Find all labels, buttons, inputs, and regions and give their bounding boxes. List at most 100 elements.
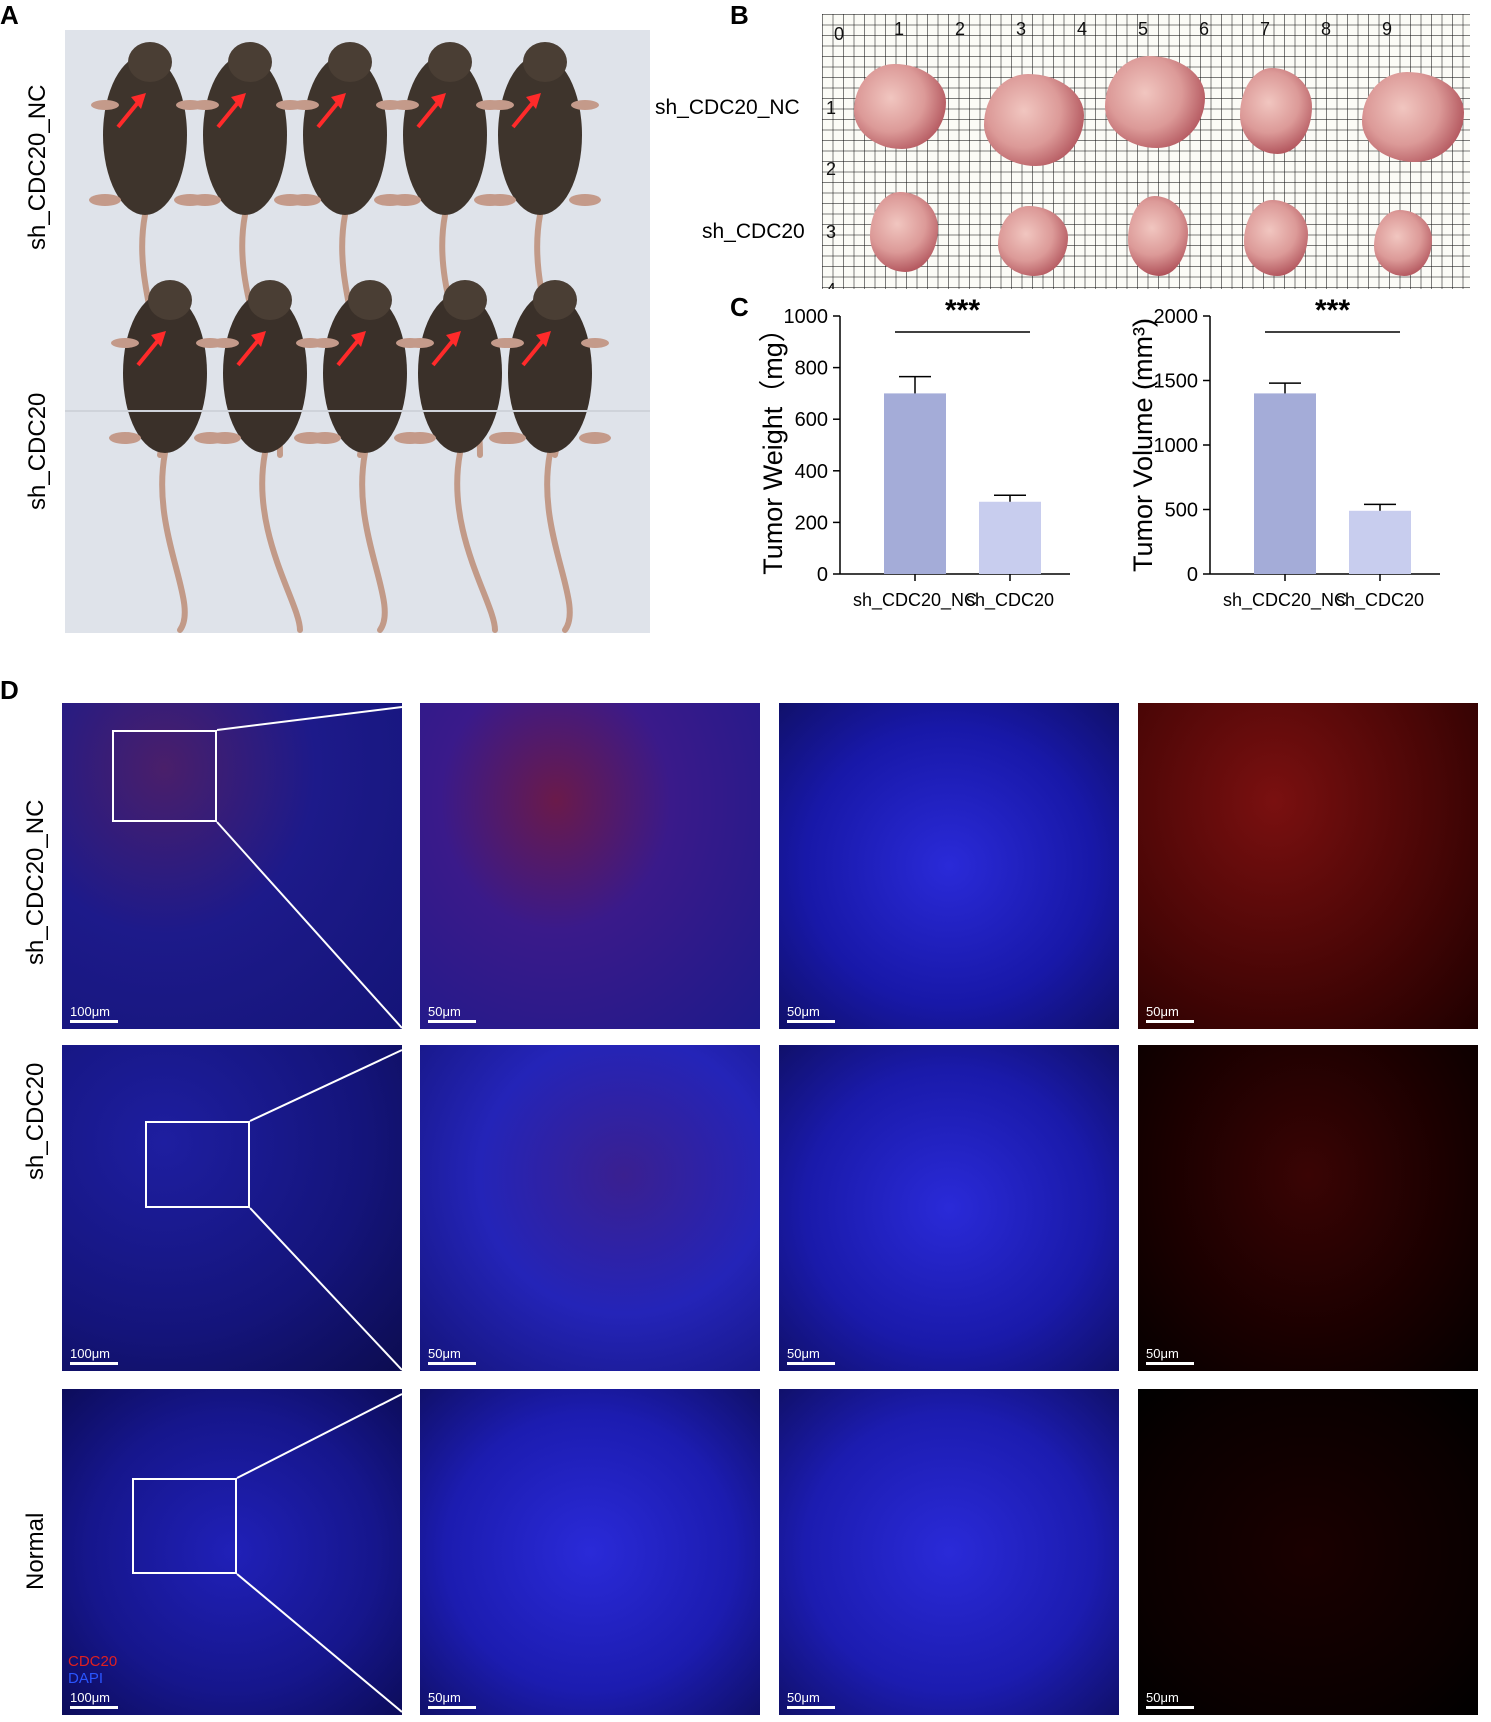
red-arrow-icon: [116, 98, 142, 129]
red-arrow-icon: [316, 98, 342, 129]
y-tick-label: 0: [817, 564, 828, 586]
scale-bar-label: 50μm: [428, 1346, 461, 1361]
ruler-top-1: 1: [894, 19, 905, 39]
panel-a-row-label-nc: sh_CDC20_NC: [24, 84, 51, 250]
x-tick-label: sh_CDC20_NC: [1223, 590, 1347, 611]
scale-bar: 50μm: [428, 1346, 476, 1365]
ruler-top-3: 3: [1016, 19, 1027, 39]
ruler-top-4: 4: [1077, 19, 1088, 39]
red-arrow-icon: [416, 98, 442, 129]
x-tick-label: sh_CDC20: [1336, 590, 1424, 611]
tumor-kd-1: [870, 192, 938, 272]
y-tick-label: 600: [795, 409, 828, 431]
micrograph-nc-merge-zoom: 50μm: [420, 703, 760, 1029]
tumor-kd-3: [1128, 196, 1188, 276]
panel-a-row-label-kd: sh_CDC20: [24, 392, 51, 510]
legend-cdc20: CDC20: [68, 1653, 118, 1670]
zoom-region-box-kd: [145, 1121, 250, 1208]
y-tick-label: 1000: [1154, 435, 1199, 457]
micrograph-nc-cdc20: 50μm: [1138, 703, 1478, 1029]
scale-bar-label: 100μm: [70, 1004, 111, 1019]
ruler-top-8: 8: [1321, 19, 1332, 39]
scale-bar: 50μm: [428, 1004, 476, 1023]
x-tick-label: sh_CDC20: [966, 590, 1054, 611]
scale-bar-label: 50μm: [787, 1690, 820, 1705]
micrograph-kd-dapi: 50μm: [779, 1045, 1119, 1371]
tumor-nc-2: [984, 74, 1084, 166]
scale-bar: 100μm: [70, 1346, 118, 1365]
micrograph-nc-dapi: 50μm: [779, 703, 1119, 1029]
significance-label: ***: [1315, 294, 1350, 327]
tumor-nc-1: [854, 64, 946, 149]
y-tick-label: 1000: [784, 306, 829, 328]
legend-dapi: DAPI: [68, 1670, 104, 1687]
y-tick-label: 200: [795, 512, 828, 534]
tumor-kd-2: [998, 206, 1068, 276]
mouse-photo: [65, 30, 650, 633]
scale-bar-label: 50μm: [1146, 1346, 1179, 1361]
mice-drawing: [89, 42, 611, 633]
y-tick-label: 1500: [1154, 371, 1199, 393]
red-arrow-icon: [336, 336, 362, 367]
zoom-region-box-nc: [112, 730, 217, 822]
micrograph-kd-merge-overview: 100μm: [62, 1045, 402, 1371]
scale-bar: 100μm: [70, 1004, 118, 1023]
scale-bar: 50μm: [787, 1004, 835, 1023]
mouse-2-1: [109, 280, 226, 633]
panel-d-row-label-kd: sh_CDC20: [22, 1062, 49, 1180]
scale-bar: 50μm: [787, 1346, 835, 1365]
panel-d-row-label-normal: Normal: [22, 1512, 49, 1590]
scale-bar-label: 50μm: [1146, 1004, 1179, 1019]
scale-bar-label: 100μm: [70, 1690, 111, 1705]
y-axis-label: Tumor Weight（mg）: [758, 315, 788, 575]
mouse-2-2: [209, 280, 326, 633]
panel-b-row-label-kd: sh_CDC20: [702, 220, 805, 243]
scale-bar: 50μm: [1146, 1690, 1194, 1709]
scale-bar: 50μm: [1146, 1346, 1194, 1365]
mouse-2-4: [404, 280, 521, 633]
ruler-top-0: 0: [834, 24, 845, 44]
red-arrow-icon: [236, 336, 262, 367]
panel-label-b: B: [730, 0, 749, 30]
red-arrow-icon: [216, 98, 242, 129]
tumor-nc-3: [1105, 56, 1205, 148]
ruler-side-2: 2: [826, 159, 837, 179]
ruler-top-2: 2: [955, 19, 966, 39]
panel-label-d: D: [0, 675, 19, 705]
scale-bar-label: 50μm: [428, 1690, 461, 1705]
micrograph-normal-cdc20: 50μm: [1138, 1389, 1478, 1715]
ruler-side-4: 4: [826, 280, 836, 289]
panel-label-a: A: [0, 0, 19, 30]
y-axis-label: Tumor Volume (mm³): [1128, 318, 1158, 572]
scale-bar-label: 50μm: [787, 1004, 820, 1019]
ruler-top-5: 5: [1138, 19, 1149, 39]
mouse-2-5: [494, 280, 611, 633]
y-tick-label: 400: [795, 461, 828, 483]
y-tick-label: 0: [1187, 564, 1198, 586]
tumor-kd-5: [1374, 210, 1432, 276]
zoom-region-box-normal: [132, 1478, 237, 1574]
red-arrow-icon: [136, 336, 162, 367]
y-tick-label: 500: [1165, 500, 1198, 522]
panel-b-row-label-nc: sh_CDC20_NC: [655, 96, 800, 119]
ruler-side-1: 1: [826, 98, 837, 118]
bar-2: [1349, 510, 1411, 574]
y-tick-label: 800: [795, 358, 828, 380]
bar-1: [1254, 393, 1316, 574]
ruler-top-9: 9: [1382, 19, 1393, 39]
red-arrow-icon: [431, 336, 457, 367]
bar-1: [884, 393, 946, 574]
bar-2: [979, 501, 1041, 574]
red-arrow-icon: [521, 336, 547, 367]
scale-bar-label: 100μm: [70, 1346, 111, 1361]
ruler-top-6: 6: [1199, 19, 1210, 39]
scale-bar: 50μm: [787, 1690, 835, 1709]
micrograph-kd-merge-zoom: 50μm: [420, 1045, 760, 1371]
red-arrow-icon: [511, 98, 537, 129]
scale-bar: 50μm: [428, 1690, 476, 1709]
micrograph-normal-merge-zoom: 50μm: [420, 1389, 760, 1715]
panel-label-c: C: [730, 292, 749, 322]
ruler-top-7: 7: [1260, 19, 1271, 39]
